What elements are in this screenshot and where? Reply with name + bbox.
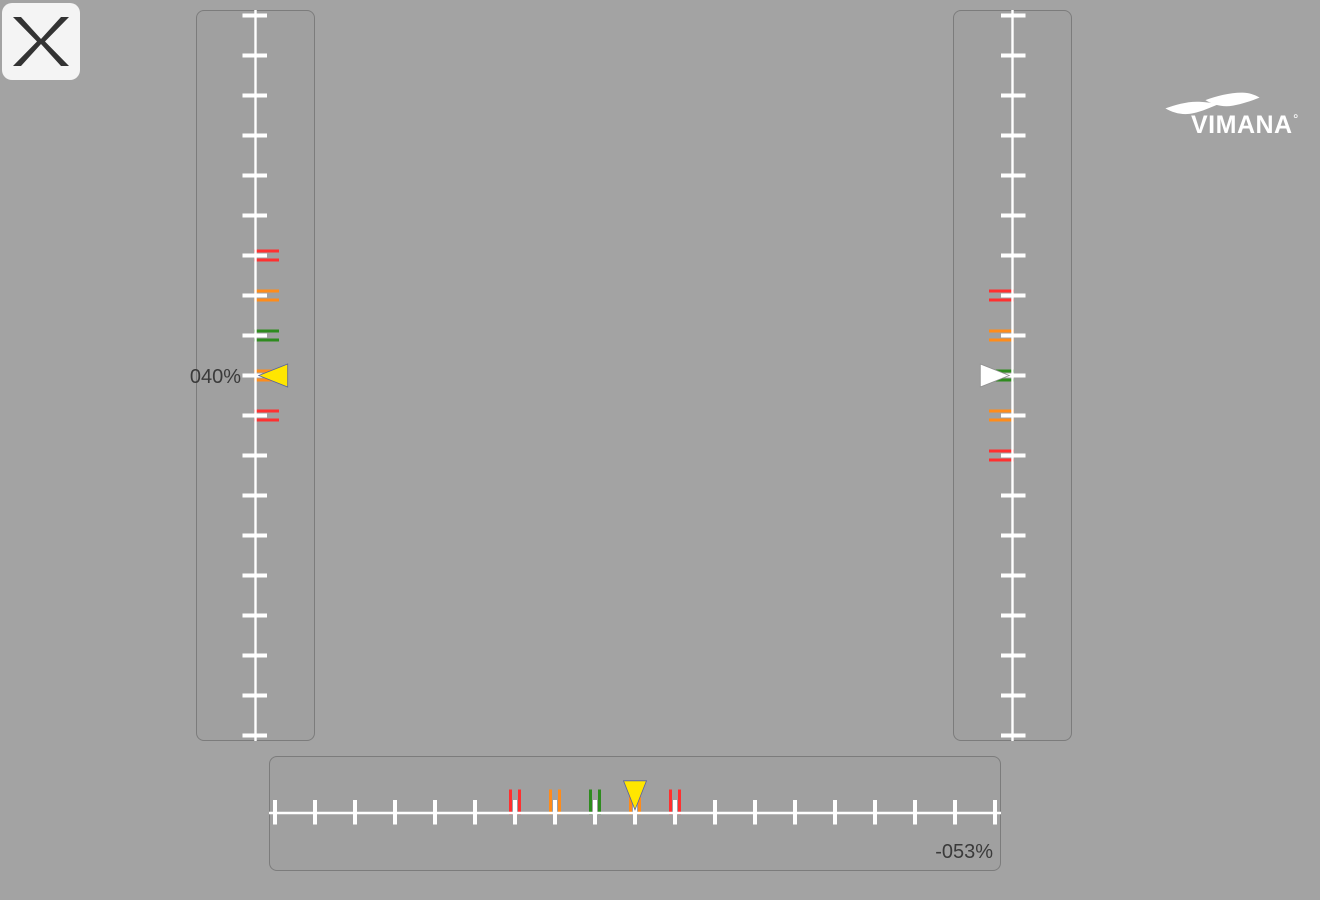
svg-text:VIMANA: VIMANA xyxy=(1191,111,1293,139)
